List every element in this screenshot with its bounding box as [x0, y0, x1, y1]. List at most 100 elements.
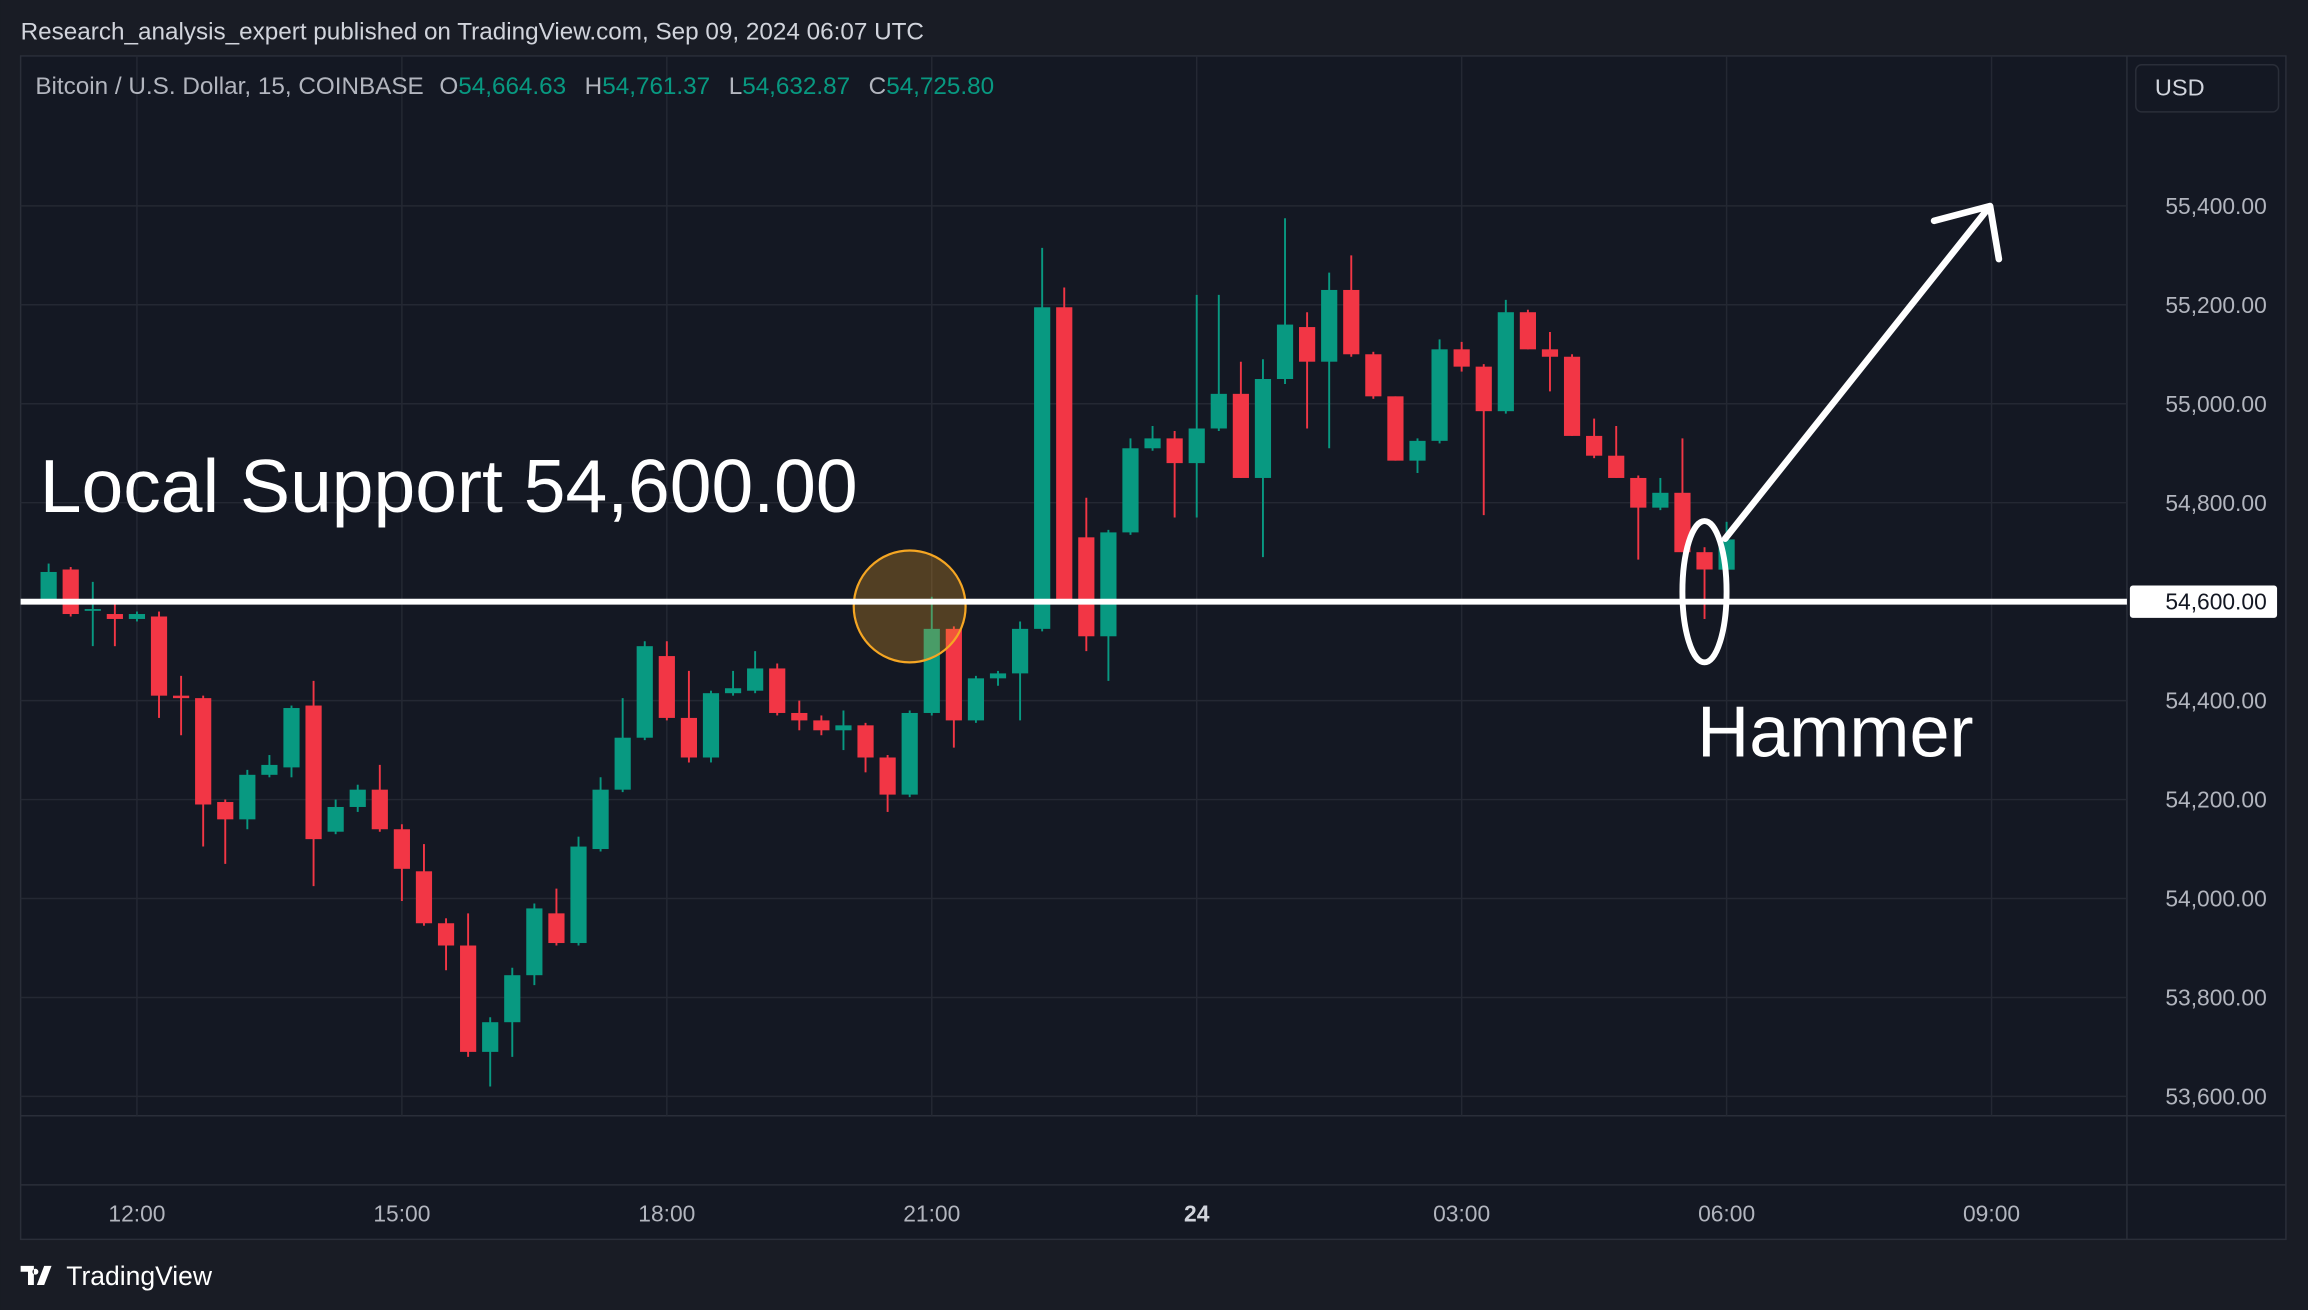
- candle: [327, 799, 344, 835]
- candle-body: [1365, 354, 1382, 397]
- y-tick-label: 54,200.00: [2165, 787, 2266, 813]
- candle: [1078, 497, 1095, 652]
- candle: [879, 755, 896, 812]
- y-tick-label: 55,000.00: [2165, 391, 2266, 417]
- candle: [106, 601, 123, 647]
- candle-body: [769, 668, 786, 713]
- candle-body: [747, 668, 764, 691]
- symbol: Bitcoin / U.S. Dollar, 15, COINBASE: [35, 73, 423, 100]
- candle: [614, 698, 631, 793]
- candle: [415, 844, 433, 926]
- candle-body: [1519, 312, 1536, 350]
- candle-body: [1100, 532, 1117, 637]
- candle-body: [1254, 379, 1272, 478]
- candle: [680, 670, 698, 763]
- support-price-label: 54,600.00: [2165, 589, 2266, 615]
- candle: [1210, 294, 1227, 431]
- candle: [1563, 354, 1581, 436]
- candle: [747, 651, 764, 694]
- candle-body: [195, 698, 212, 805]
- candle-body: [592, 789, 609, 850]
- candle: [658, 641, 675, 721]
- y-tick-label: 54,400.00: [2165, 688, 2266, 714]
- x-tick-label: 21:00: [903, 1201, 960, 1227]
- candle-body: [371, 789, 388, 830]
- tradingview-logo: TradingView: [20, 1261, 213, 1291]
- grid: 53,600.00 53,800.00 54,000.00 54,200.00 54,4…: [20, 55, 2267, 1227]
- candle: [62, 567, 79, 617]
- candle-body: [901, 712, 918, 795]
- candle: [40, 563, 57, 605]
- support-text: Local Support 54,600.00: [40, 444, 858, 528]
- candle: [460, 913, 477, 1057]
- candle: [1409, 438, 1426, 474]
- candle-body: [1122, 448, 1139, 533]
- candle-body: [261, 764, 278, 775]
- hammer-ellipse: [1679, 518, 1730, 666]
- candle-body: [128, 614, 146, 619]
- candle: [989, 670, 1007, 686]
- candle: [1122, 438, 1139, 535]
- candle-body: [349, 789, 366, 807]
- candle-body: [1056, 307, 1073, 600]
- candle-body: [327, 806, 344, 832]
- candle-body: [150, 616, 168, 696]
- currency-button[interactable]: [2135, 64, 2280, 113]
- candle: [1652, 477, 1669, 511]
- candle-body: [1475, 366, 1492, 412]
- candle-body: [283, 708, 300, 768]
- candle: [636, 641, 653, 741]
- candle: [482, 1017, 499, 1087]
- ohlc-value: 54,664.63: [458, 73, 566, 100]
- candle: [1586, 418, 1603, 459]
- ohlc-key: O: [439, 73, 458, 100]
- candle-body: [1409, 440, 1426, 461]
- support-price-box: [2129, 585, 2278, 618]
- ohlc-key: H: [585, 73, 603, 100]
- candle-body: [526, 908, 543, 976]
- candle: [769, 663, 786, 716]
- ohlc-value: 54,725.80: [886, 73, 994, 100]
- candle: [84, 581, 101, 647]
- highlight-circle: [852, 549, 967, 664]
- candle-body: [835, 725, 852, 731]
- candle-body: [415, 871, 433, 924]
- candle-body: [40, 571, 57, 602]
- candle: [283, 705, 300, 778]
- y-tick-label: 54,000.00: [2165, 886, 2266, 912]
- candle: [150, 611, 168, 718]
- x-tick-label: 06:00: [1698, 1201, 1755, 1227]
- candle-body: [1652, 492, 1669, 508]
- candle-body: [636, 646, 653, 738]
- candle: [592, 777, 609, 852]
- candle-body: [813, 720, 830, 731]
- candle-body: [923, 628, 940, 713]
- candle-body: [437, 923, 455, 946]
- candle: [437, 918, 455, 971]
- candle: [261, 755, 278, 778]
- candle: [1100, 529, 1117, 681]
- candle: [1696, 547, 1713, 619]
- candle: [967, 675, 985, 723]
- candle: [813, 715, 830, 736]
- x-tick-label: 12:00: [108, 1201, 165, 1227]
- candle-body: [658, 656, 675, 718]
- candle-body: [305, 705, 322, 840]
- candle: [1254, 359, 1272, 558]
- candles: [40, 218, 1735, 1087]
- candle: [1011, 621, 1029, 721]
- candle: [1276, 218, 1294, 384]
- annotations: 54,600.00 Local Support 54,600.00 Hammer: [20, 202, 2278, 773]
- candle-body: [1011, 628, 1029, 674]
- candle-body: [680, 717, 698, 758]
- candle-body: [1608, 455, 1625, 478]
- ohlc-value: 54,632.87: [742, 73, 850, 100]
- candle-body: [1563, 356, 1581, 436]
- candle: [1188, 294, 1205, 518]
- x-tick-label: 18:00: [638, 1201, 695, 1227]
- published-line: Research_analysis_expert published on Tr…: [21, 19, 924, 46]
- candle-body: [614, 737, 631, 790]
- legend: Bitcoin / U.S. Dollar, 15, COINBASE O54,…: [35, 73, 994, 100]
- currency-label[interactable]: USD: [2155, 75, 2205, 101]
